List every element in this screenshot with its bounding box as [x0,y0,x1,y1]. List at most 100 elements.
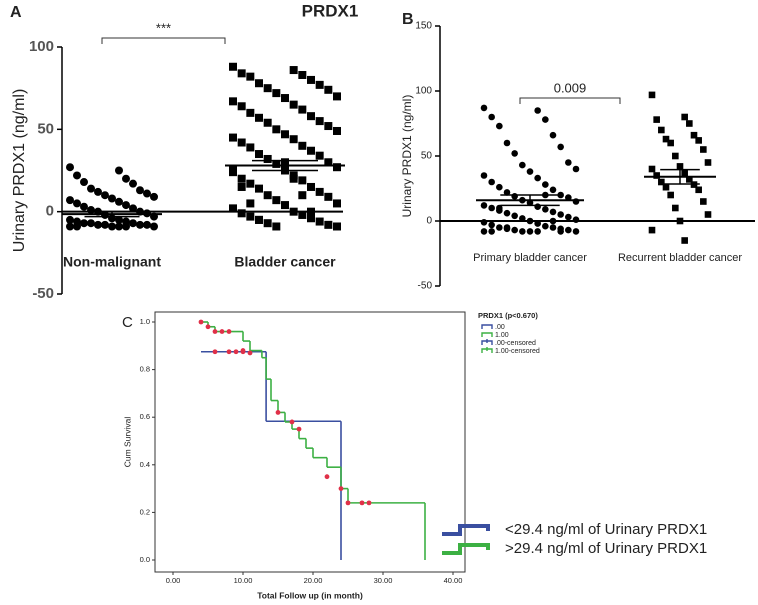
point [658,178,665,186]
point [695,137,702,144]
point [315,151,324,160]
point [549,186,557,194]
point [557,143,564,151]
annotation-icon [442,524,490,536]
point [667,191,674,199]
point [653,172,660,179]
point [496,183,503,191]
point [503,189,511,196]
point [307,146,315,155]
significance-label: 0.009 [554,80,587,95]
point [229,97,237,106]
x-tick-label: 20.00 [304,576,323,585]
point [480,202,488,209]
point [686,120,693,127]
point [255,113,263,122]
point [324,85,333,94]
point [66,222,74,231]
point [503,139,511,147]
panel-letter: B [402,11,414,28]
point [94,220,102,229]
point [289,100,298,109]
point [143,189,151,198]
point [333,126,341,135]
point [542,116,549,123]
point [324,192,333,201]
x-tick-label: 10.00 [234,576,253,585]
panel-letter: C [122,314,133,331]
point [511,212,518,220]
chart-title: PRDX1 [302,1,359,20]
point [534,174,541,182]
legend-label: .00-censored [495,340,536,347]
y-tick-label: 100 [29,38,54,55]
censor-mark [289,419,295,425]
point [658,126,665,134]
point [136,186,144,195]
y-tick-label: 0.0 [140,555,150,564]
point [496,122,503,130]
point [289,174,298,183]
point [87,206,95,215]
y-axis-label: Urinary PRDX1 (ng/ml) [400,95,414,218]
point [115,215,123,224]
point [676,217,684,225]
y-axis-label: Urinary PRDX1 (ng/ml) [11,89,28,253]
point [549,224,557,231]
point [315,117,324,126]
point [572,165,580,173]
significance-bracket [101,37,226,44]
y-tick-label: 0.2 [140,507,150,516]
legend-title: PRDX1 (p<0.670) [478,311,538,320]
point [572,228,580,235]
point [272,222,281,231]
point [572,216,580,223]
point [681,237,688,244]
censor-mark [338,486,344,491]
point [519,161,526,169]
point [526,168,534,175]
point [272,159,281,168]
point [672,152,679,160]
point [565,159,572,166]
y-tick-label: 100 [415,86,432,97]
x-tick-label: 40.00 [444,576,463,585]
point [73,171,81,180]
point [263,191,272,200]
point [122,174,130,183]
point [480,172,488,179]
y-tick-label: 0.4 [140,460,150,469]
point [307,207,315,216]
point [686,176,693,183]
censor-mark [212,349,218,355]
point [237,174,246,183]
x-tick-label: 30.00 [374,576,393,585]
censor-mark [275,410,281,415]
y-tick-label: 0.8 [140,365,150,374]
point [229,133,237,142]
annotation-icon [442,543,490,555]
point [307,112,315,121]
censor-mark [296,426,302,432]
censor-mark [233,349,239,355]
y-tick-label: 0 [426,216,432,227]
point [648,165,656,173]
point [66,215,74,224]
censor-mark [212,329,218,334]
annotation-label: >29.4 ng/ml of Urinary PRDX1 [505,540,707,557]
point [281,94,289,103]
point [496,224,503,231]
point [263,84,272,93]
y-tick-label: 50 [37,120,54,137]
point [143,220,151,229]
censor-mark [247,350,253,356]
point [237,182,246,191]
point [704,159,712,166]
category-label: Non-malignant [63,254,161,270]
y-tick-label: 0 [46,203,54,220]
point [557,191,564,199]
point [315,80,324,89]
point [526,228,534,235]
point [255,150,263,159]
